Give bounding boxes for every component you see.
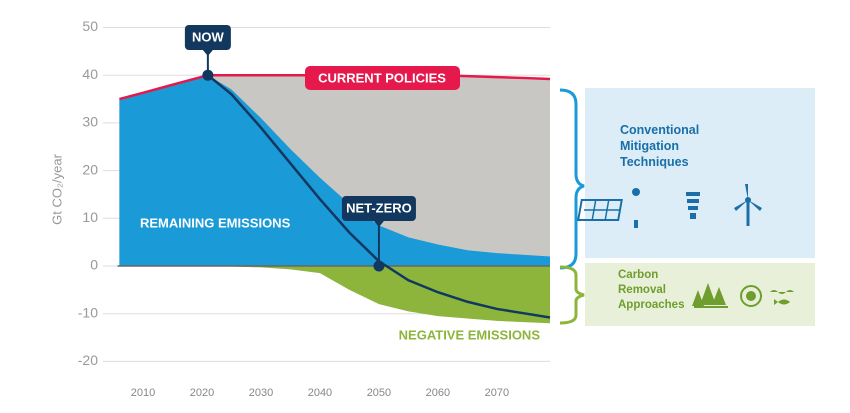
brace	[559, 265, 585, 325]
y-tick-label: 10	[82, 209, 98, 225]
y-tick-label: 0	[90, 257, 98, 273]
series-label: CURRENT POLICIES	[318, 70, 446, 85]
y-tick-label: -20	[78, 352, 98, 368]
x-tick-label: 2060	[426, 387, 450, 399]
area	[119, 75, 550, 266]
x-tick-label: 2040	[308, 387, 332, 399]
y-tick-label: 30	[82, 114, 98, 130]
panel-title: Conventional Mitigation Techniques	[620, 123, 700, 169]
annotation: NOW	[192, 29, 225, 44]
y-tick-label: 40	[82, 66, 98, 82]
marker	[373, 260, 385, 272]
removal-panel	[585, 263, 815, 326]
callout-box	[341, 196, 416, 221]
label-box	[305, 66, 460, 90]
marker	[202, 69, 214, 81]
y-tick-label: 20	[82, 161, 98, 177]
annotation: NET-ZERO	[346, 200, 412, 215]
x-tick-label: 2070	[485, 387, 509, 399]
callout-tip	[202, 50, 213, 56]
brace	[559, 88, 585, 270]
series-label: NEGATIVE EMISSIONS	[399, 327, 541, 342]
y-tick-label: 50	[82, 18, 98, 34]
y-tick-label: -10	[78, 304, 98, 320]
icons	[577, 184, 762, 228]
x-tick-label: 2050	[367, 387, 391, 399]
series-label: REMAINING EMISSIONS	[140, 215, 291, 230]
panel-title: Carbon Removal Approaches	[618, 269, 685, 311]
x-tick-label: 2030	[249, 387, 273, 399]
area	[119, 266, 550, 324]
icons	[692, 283, 794, 308]
mitigation-panel	[585, 88, 815, 258]
callout-box	[184, 25, 231, 50]
x-tick-label: 2020	[190, 387, 214, 399]
y-axis-label: Gt CO₂/year	[49, 153, 64, 224]
callout-tip	[373, 221, 384, 227]
x-tick-label: 2010	[131, 387, 155, 399]
